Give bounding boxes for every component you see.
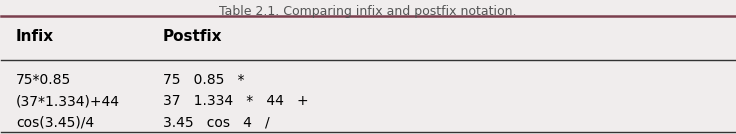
Text: 3.45   cos   4   /: 3.45 cos 4 / [163, 115, 269, 129]
Text: 37   1.334   *   44   +: 37 1.334 * 44 + [163, 94, 308, 108]
Text: 75*0.85: 75*0.85 [16, 73, 71, 87]
Text: 75   0.85   *: 75 0.85 * [163, 73, 244, 87]
Text: Postfix: Postfix [163, 29, 222, 44]
Text: Infix: Infix [16, 29, 54, 44]
Text: (37*1.334)+44: (37*1.334)+44 [16, 94, 120, 108]
Text: cos(3.45)/4: cos(3.45)/4 [16, 115, 94, 129]
Text: Table 2.1. Comparing infix and postfix notation.: Table 2.1. Comparing infix and postfix n… [219, 5, 517, 18]
